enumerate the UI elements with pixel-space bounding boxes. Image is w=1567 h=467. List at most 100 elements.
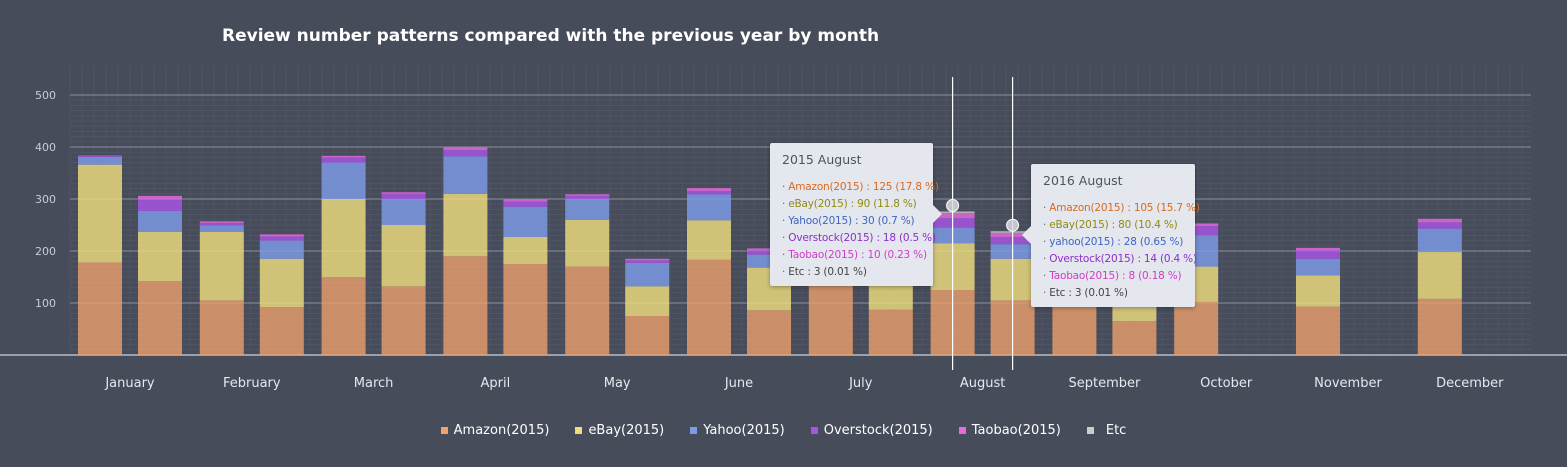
bar-segment-ebay-2015-june-2015[interactable]: [687, 220, 731, 260]
bar-segment-taobao-2015-february-2016[interactable]: [259, 234, 304, 237]
y-tick-label: 500: [35, 89, 56, 102]
bar-segment-amazon-2015-july-2016[interactable]: [868, 309, 913, 355]
bar-segment-yahoo-2015-march-2015[interactable]: [321, 162, 366, 199]
bar-segment-taobao-2015-april-2016[interactable]: [503, 199, 548, 202]
bar-segment-amazon-2015-march-2015[interactable]: [321, 277, 366, 355]
bar-segment-amazon-2015-november-2015[interactable]: [1296, 306, 1340, 355]
bar-segment-yahoo-2015-february-2015[interactable]: [199, 225, 244, 232]
legend-item-amazon-2015[interactable]: Amazon(2015): [440, 423, 550, 438]
bar-segment-yahoo-2015-january-2015[interactable]: [78, 156, 122, 165]
bar-segment-overstock-2015-december-2015[interactable]: [1417, 222, 1462, 229]
bar-segment-overstock-2015-february-2016[interactable]: [259, 236, 304, 241]
bar-segment-taobao-2015-june-2015[interactable]: [687, 188, 731, 192]
bar-segment-overstock-2015-february-2015[interactable]: [199, 222, 244, 226]
bar-segment-amazon-2015-april-2016[interactable]: [503, 264, 548, 355]
legend-label: Taobao(2015): [971, 423, 1061, 438]
tooltip-line: Taobao(2015) : 8 (0.18 %): [1043, 268, 1185, 285]
x-axis: January February March April May June July Augu…: [104, 376, 1504, 391]
bar-segment-overstock-2015-june-2016[interactable]: [747, 250, 791, 255]
bar-segment-ebay-2015-december-2015[interactable]: [1417, 252, 1462, 299]
bar-segment-yahoo-2015-december-2015[interactable]: [1417, 228, 1462, 253]
bar-segment-amazon-2015-may-2015[interactable]: [565, 266, 610, 355]
bar-segment-yahoo-2015-march-2016[interactable]: [381, 199, 426, 225]
x-tick-label: June: [724, 376, 753, 391]
bar-segment-taobao-2015-november-2015[interactable]: [1296, 247, 1340, 251]
legend-item-taobao-2015[interactable]: Taobao(2015): [958, 423, 1061, 438]
legend-item-etc[interactable]: Etc: [1086, 423, 1126, 438]
legend-label: Yahoo(2015): [703, 423, 785, 438]
bar-segment-overstock-2015-march-2015[interactable]: [321, 157, 366, 163]
bar-segment-overstock-2015-april-2016[interactable]: [503, 201, 548, 207]
tooltip-pointer: [933, 205, 942, 223]
bar-segment-amazon-2015-july-2015[interactable]: [808, 282, 853, 355]
bar-segment-taobao-2015-april-2015[interactable]: [443, 147, 488, 151]
bar-segment-taobao-2015-february-2015[interactable]: [199, 221, 244, 223]
bar-segment-ebay-2015-november-2015[interactable]: [1296, 275, 1340, 307]
bar-segment-amazon-2015-december-2015[interactable]: [1417, 298, 1462, 355]
legend-item-yahoo-2015[interactable]: Yahoo(2015): [690, 423, 785, 438]
bar-segment-ebay-2015-april-2015[interactable]: [443, 193, 488, 257]
legend-item-overstock-2015[interactable]: Overstock(2015): [810, 423, 933, 438]
bar-segment-amazon-2015-september-2016[interactable]: [1112, 321, 1157, 355]
bar-segment-yahoo-2015-february-2016[interactable]: [259, 240, 304, 259]
bar-segment-yahoo-2015-may-2016[interactable]: [625, 262, 670, 287]
x-tick-label: July: [848, 376, 873, 391]
bar-segment-overstock-2015-may-2015[interactable]: [565, 195, 610, 199]
bar-segment-taobao-2015-march-2015[interactable]: [321, 155, 366, 158]
bar-segment-overstock-2015-october-2015[interactable]: [1174, 226, 1219, 236]
bar-segment-overstock-2015-may-2016[interactable]: [625, 260, 670, 263]
bar-segment-amazon-2015-may-2016[interactable]: [625, 316, 670, 355]
bar-segment-taobao-2015-january-2016[interactable]: [138, 195, 182, 200]
bar-segment-yahoo-2015-june-2015[interactable]: [687, 194, 731, 221]
legend-swatch: [440, 427, 448, 434]
legend-label: Overstock(2015): [823, 423, 933, 438]
bar-segment-amazon-2015-february-2016[interactable]: [259, 307, 304, 355]
bar-segment-ebay-2015-may-2015[interactable]: [565, 219, 610, 267]
legend-swatch: [810, 427, 818, 434]
chart-title: Review number patterns compared with the…: [222, 26, 880, 46]
bar-segment-amazon-2015-february-2015[interactable]: [199, 300, 244, 355]
bar-segment-taobao-2015-october-2015[interactable]: [1174, 223, 1219, 227]
bar-segment-yahoo-2015-january-2016[interactable]: [138, 210, 182, 232]
x-tick-label: September: [1068, 376, 1141, 391]
bar-segment-ebay-2015-march-2015[interactable]: [321, 199, 366, 277]
bar-segment-taobao-2015-march-2016[interactable]: [381, 192, 426, 194]
tooltip-line: Amazon(2015) : 125 (17.8 %): [782, 179, 939, 196]
bar-segment-ebay-2015-march-2016[interactable]: [381, 225, 426, 287]
bar-segment-ebay-2015-january-2015[interactable]: [78, 164, 122, 263]
bar-segment-ebay-2015-april-2016[interactable]: [503, 236, 548, 264]
hover-marker: [946, 198, 960, 212]
bar-segment-overstock-2015-march-2016[interactable]: [381, 193, 426, 199]
x-tick-label: January: [104, 376, 155, 391]
bar-segment-ebay-2015-february-2015[interactable]: [199, 231, 244, 301]
bar-segment-overstock-2015-april-2015[interactable]: [443, 150, 488, 157]
bar-segment-taobao-2015-june-2016[interactable]: [747, 248, 791, 251]
bar-segment-overstock-2015-january-2015[interactable]: [78, 155, 122, 157]
bar-segment-yahoo-2015-april-2016[interactable]: [503, 206, 548, 237]
bar-segment-ebay-2015-january-2016[interactable]: [138, 231, 182, 282]
bar-segment-taobao-2015-may-2016[interactable]: [625, 258, 670, 261]
bar-segment-yahoo-2015-november-2015[interactable]: [1296, 258, 1340, 276]
bar-segment-amazon-2015-march-2016[interactable]: [381, 286, 426, 355]
bar-segment-amazon-2015-october-2015[interactable]: [1174, 301, 1219, 355]
bar-segment-amazon-2015-april-2015[interactable]: [443, 256, 488, 355]
bar-segment-amazon-2015-january-2015[interactable]: [78, 262, 122, 355]
bar-segment-yahoo-2015-may-2015[interactable]: [565, 199, 610, 220]
bar-segment-taobao-2015-may-2015[interactable]: [565, 194, 610, 196]
bar-segment-ebay-2015-may-2016[interactable]: [625, 286, 670, 316]
x-tick-label: April: [481, 376, 511, 391]
bar-segment-overstock-2015-november-2015[interactable]: [1296, 250, 1340, 259]
legend-label: Amazon(2015): [453, 423, 550, 438]
bar-segment-overstock-2015-january-2016[interactable]: [138, 199, 182, 211]
bar-segment-amazon-2015-june-2016[interactable]: [747, 310, 791, 355]
x-tick-label: November: [1314, 376, 1382, 391]
bar-segment-ebay-2015-february-2016[interactable]: [259, 258, 304, 308]
bar-segment-yahoo-2015-april-2015[interactable]: [443, 156, 488, 194]
bar-segment-taobao-2015-december-2015[interactable]: [1417, 218, 1462, 223]
x-tick-label: February: [223, 376, 281, 391]
tooltip-line: Etc : 3 (0.01 %): [1043, 285, 1185, 302]
bar-segment-amazon-2015-january-2016[interactable]: [138, 281, 182, 355]
bar-segment-amazon-2015-june-2015[interactable]: [687, 259, 731, 355]
bar-segment-overstock-2015-june-2015[interactable]: [687, 191, 731, 195]
legend-item-ebay-2015[interactable]: eBay(2015): [575, 423, 664, 438]
